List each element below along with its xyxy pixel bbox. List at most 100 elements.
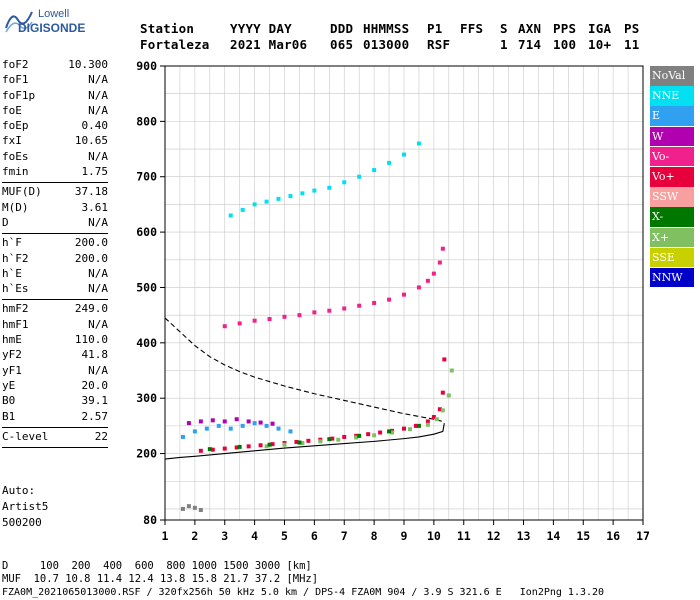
echo-point-noval <box>186 504 191 509</box>
echo-point-vo- <box>437 407 442 412</box>
param-row: h`E N/A <box>2 267 108 282</box>
x-tick-label: 8 <box>371 529 378 543</box>
echo-point-vo- <box>270 442 275 447</box>
param-value: 22 <box>94 429 108 443</box>
echo-point-vo- <box>372 300 377 305</box>
echo-point-vo- <box>416 285 421 290</box>
param-name: M(D) <box>2 200 29 214</box>
echo-point-nne <box>264 199 269 204</box>
param-separator <box>2 182 108 184</box>
y-tick-label: 800 <box>136 114 157 128</box>
distance-row: D 100 200 400 600 800 1000 1500 3000 [km… <box>2 560 312 572</box>
echo-point-vo- <box>402 292 406 297</box>
header-label: Station <box>140 21 195 36</box>
echo-point-x- <box>267 442 272 447</box>
param-name: foEp <box>2 119 29 133</box>
header-label: P1 <box>427 21 443 36</box>
echo-point-vo- <box>282 314 287 319</box>
x-tick-label: 2 <box>191 529 198 543</box>
echo-point-vo- <box>437 260 442 265</box>
param-name: B1 <box>2 409 16 423</box>
echo-point-vo- <box>312 310 317 315</box>
y-tick-label: 80 <box>143 513 157 527</box>
param-row: foF1 N/A <box>2 73 108 88</box>
y-tick-label: 700 <box>136 170 157 184</box>
param-name: foF1p <box>2 88 36 102</box>
auto-label: Auto: <box>2 484 36 497</box>
echo-point-vo- <box>258 443 263 448</box>
echo-point-noval <box>192 505 197 510</box>
echo-point-vo- <box>198 448 203 453</box>
echo-point-w <box>198 419 203 424</box>
date-value: 2021 Mar06 <box>230 37 308 52</box>
echo-point-vo- <box>246 444 251 449</box>
param-row: fxI 10.65 <box>2 134 108 149</box>
echo-point-nne <box>228 213 233 218</box>
param-row: foF2 10.300 <box>2 58 108 73</box>
param-row: hmE 110.0 <box>2 333 108 348</box>
echo-point-nne <box>327 185 332 190</box>
param-value: N/A <box>88 266 108 280</box>
param-value: N/A <box>88 215 108 229</box>
echo-point-e <box>276 426 281 431</box>
x-tick-label: 9 <box>401 529 408 543</box>
x-tick-label: 5 <box>281 529 288 543</box>
echo-point-vo- <box>234 445 239 450</box>
echo-point-vo- <box>222 446 227 451</box>
header-label: PPS <box>553 21 577 36</box>
echo-point-nne <box>288 194 293 199</box>
header-label: FFS <box>460 21 484 36</box>
echo-point-w <box>234 417 239 422</box>
param-row: yF2 41.8 <box>2 348 108 363</box>
param-name: foF1 <box>2 73 29 87</box>
echo-point-noval <box>180 506 185 511</box>
param-row: foE N/A <box>2 104 108 119</box>
param-name: h`Es <box>2 282 29 296</box>
param-value: 37.18 <box>74 185 108 199</box>
param-name: hmE <box>2 333 22 347</box>
station-name: Fortaleza <box>140 37 210 52</box>
auto-version: 500200 <box>2 516 42 529</box>
echo-point-x- <box>390 430 395 435</box>
x-tick-label: 4 <box>251 529 258 543</box>
echo-point-x- <box>440 408 445 413</box>
x-tick-label: 14 <box>546 529 560 543</box>
echo-point-vo- <box>252 318 257 323</box>
param-value: N/A <box>88 363 108 377</box>
echo-point-w <box>186 421 191 426</box>
echo-point-vo- <box>402 426 406 431</box>
param-row: D N/A <box>2 216 108 231</box>
echo-point-e <box>240 423 245 428</box>
x-tick-label: 11 <box>457 529 471 543</box>
param-row: M(D) 3.61 <box>2 201 108 216</box>
param-value: 249.0 <box>74 302 108 316</box>
param-value: 10.65 <box>74 134 108 148</box>
param-name: yF2 <box>2 348 22 362</box>
echo-point-nne <box>312 188 317 193</box>
param-name: h`E <box>2 266 22 280</box>
echo-point-vo- <box>210 447 215 452</box>
echo-point-vo- <box>425 419 430 424</box>
param-name: yF1 <box>2 363 22 377</box>
y-tick-label: 200 <box>136 447 157 461</box>
echo-point-x- <box>327 437 332 442</box>
muf-row: MUF 10.7 10.8 11.4 12.4 13.8 15.8 21.7 3… <box>2 573 319 585</box>
param-row: h`Es N/A <box>2 282 108 297</box>
header-row-labels: Station YYYY DAY DDD HHMMSS P1 FFS S AXN… <box>140 21 639 201</box>
param-row: h`F 200.0 <box>2 236 108 251</box>
echo-point-x- <box>336 437 341 442</box>
echo-point-e <box>204 426 209 431</box>
legend-item-x-: X+ <box>650 227 694 248</box>
time-value: 013000 <box>363 37 410 52</box>
param-separator <box>2 447 108 449</box>
param-value: 3.61 <box>81 200 109 214</box>
param-name: hmF2 <box>2 302 29 316</box>
param-value: N/A <box>88 73 108 87</box>
echo-point-vo- <box>366 432 371 437</box>
day-value: 065 <box>330 37 354 52</box>
param-value: 10.300 <box>68 58 108 71</box>
legend-item-vo-: Vo+ <box>650 166 694 187</box>
y-tick-label: 600 <box>136 225 157 239</box>
echo-point-vo- <box>431 415 436 420</box>
